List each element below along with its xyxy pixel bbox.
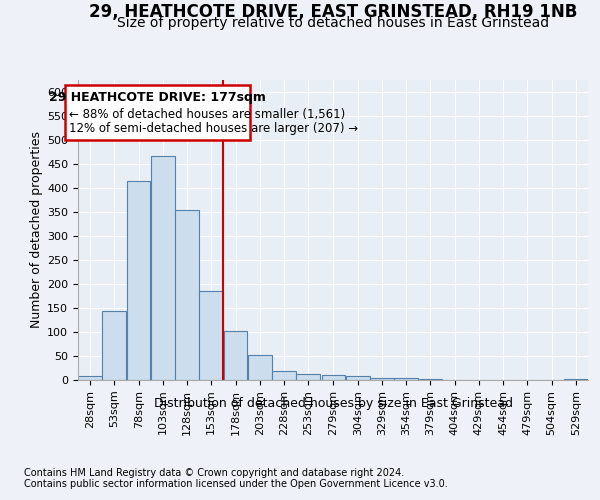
Bar: [224, 330, 247, 380]
Bar: [346, 376, 370, 380]
Bar: [564, 378, 588, 380]
Text: 29 HEATHCOTE DRIVE: 177sqm: 29 HEATHCOTE DRIVE: 177sqm: [49, 92, 266, 104]
Bar: [78, 376, 102, 380]
Text: ← 88% of detached houses are smaller (1,561): ← 88% of detached houses are smaller (1,…: [69, 108, 346, 121]
Bar: [103, 312, 126, 380]
Text: 29, HEATHCOTE DRIVE, EAST GRINSTEAD, RH19 1NB: 29, HEATHCOTE DRIVE, EAST GRINSTEAD, RH1…: [89, 2, 577, 21]
Bar: [419, 378, 442, 380]
Bar: [370, 378, 394, 380]
Text: Contains public sector information licensed under the Open Government Licence v3: Contains public sector information licen…: [24, 479, 448, 489]
Bar: [272, 372, 296, 380]
Bar: [394, 378, 418, 380]
Bar: [65, 85, 250, 140]
Text: 12% of semi-detached houses are larger (207) →: 12% of semi-detached houses are larger (…: [69, 122, 358, 136]
Bar: [296, 374, 320, 380]
Text: Contains HM Land Registry data © Crown copyright and database right 2024.: Contains HM Land Registry data © Crown c…: [24, 468, 404, 477]
Bar: [248, 354, 272, 380]
Y-axis label: Number of detached properties: Number of detached properties: [30, 132, 43, 328]
Text: Distribution of detached houses by size in East Grinstead: Distribution of detached houses by size …: [154, 398, 512, 410]
Bar: [151, 156, 175, 380]
Bar: [127, 181, 151, 380]
Text: Size of property relative to detached houses in East Grinstead: Size of property relative to detached ho…: [117, 16, 549, 30]
Bar: [199, 291, 223, 380]
Bar: [175, 210, 199, 380]
Bar: [322, 375, 346, 380]
